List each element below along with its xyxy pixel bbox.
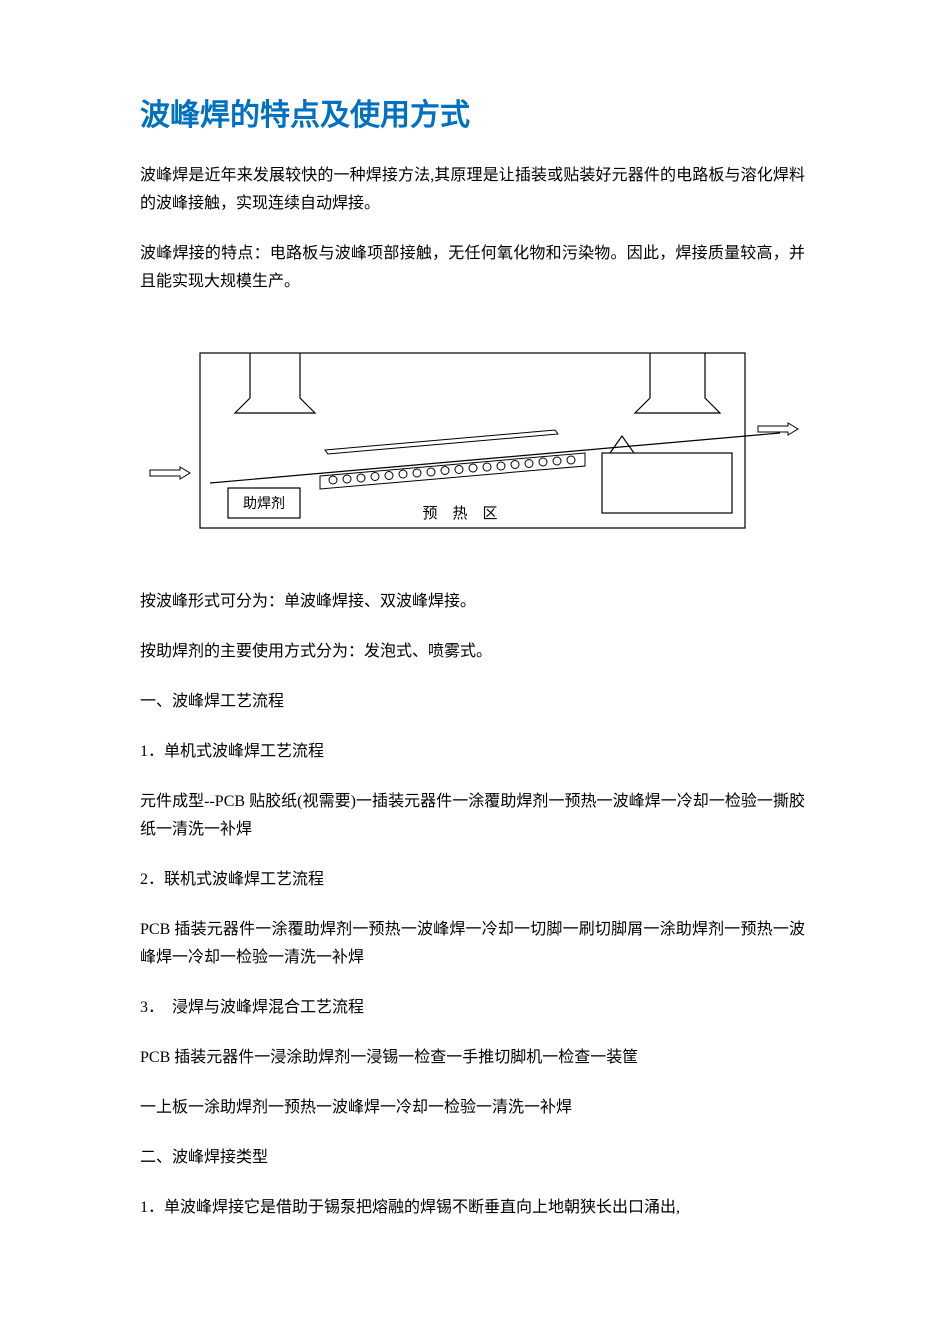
page-title: 波峰焊的特点及使用方式 [140, 90, 805, 134]
section-1-heading: 一、波峰焊工艺流程 [140, 688, 805, 716]
wave-solder-diagram: 助焊剂 预 热 区 [140, 318, 805, 558]
paragraph-9: PCB 插装元器件一涂覆助焊剂一预热一波峰焊一冷却一切脚一刷切脚屑一涂助焊剂一预… [140, 916, 805, 972]
intro-paragraph-2: 波峰焊接的特点：电路板与波峰项部接触，无任何氧化物和污染物。因此，焊接质量较高，… [140, 240, 805, 296]
paragraph-10: 3． 浸焊与波峰焊混合工艺流程 [140, 994, 805, 1022]
paragraph-7: 元件成型--PCB 贴胶纸(视需要)一插装元器件一涂覆助焊剂一预热一波峰焊一冷却… [140, 788, 805, 844]
intro-paragraph-1: 波峰焊是近年来发展较快的一种焊接方法,其原理是让插装或贴装好元器件的电路板与溶化… [140, 162, 805, 218]
diagram-flux-label: 助焊剂 [243, 496, 285, 512]
paragraph-3: 按波峰形式可分为：单波峰焊接、双波峰焊接。 [140, 588, 805, 616]
paragraph-14: 1．单波峰焊接它是借助于锡泵把熔融的焊锡不断垂直向上地朝狭长出口涌出, [140, 1194, 805, 1222]
section-2-heading: 二、波峰焊接类型 [140, 1144, 805, 1172]
diagram-preheat-label: 预 热 区 [422, 505, 497, 522]
paragraph-6: 1．单机式波峰焊工艺流程 [140, 738, 805, 766]
paragraph-11: PCB 插装元器件一浸涂助焊剂一浸锡一检查一手推切脚机一检查一装筐 [140, 1044, 805, 1072]
paragraph-12: 一上板一涂助焊剂一预热一波峰焊一冷却一检验一清洗一补焊 [140, 1094, 805, 1122]
diagram-svg: 助焊剂 预 热 区 [140, 318, 805, 558]
paragraph-8: 2．联机式波峰焊工艺流程 [140, 866, 805, 894]
paragraph-4: 按助焊剂的主要使用方式分为：发泡式、喷雾式。 [140, 638, 805, 666]
